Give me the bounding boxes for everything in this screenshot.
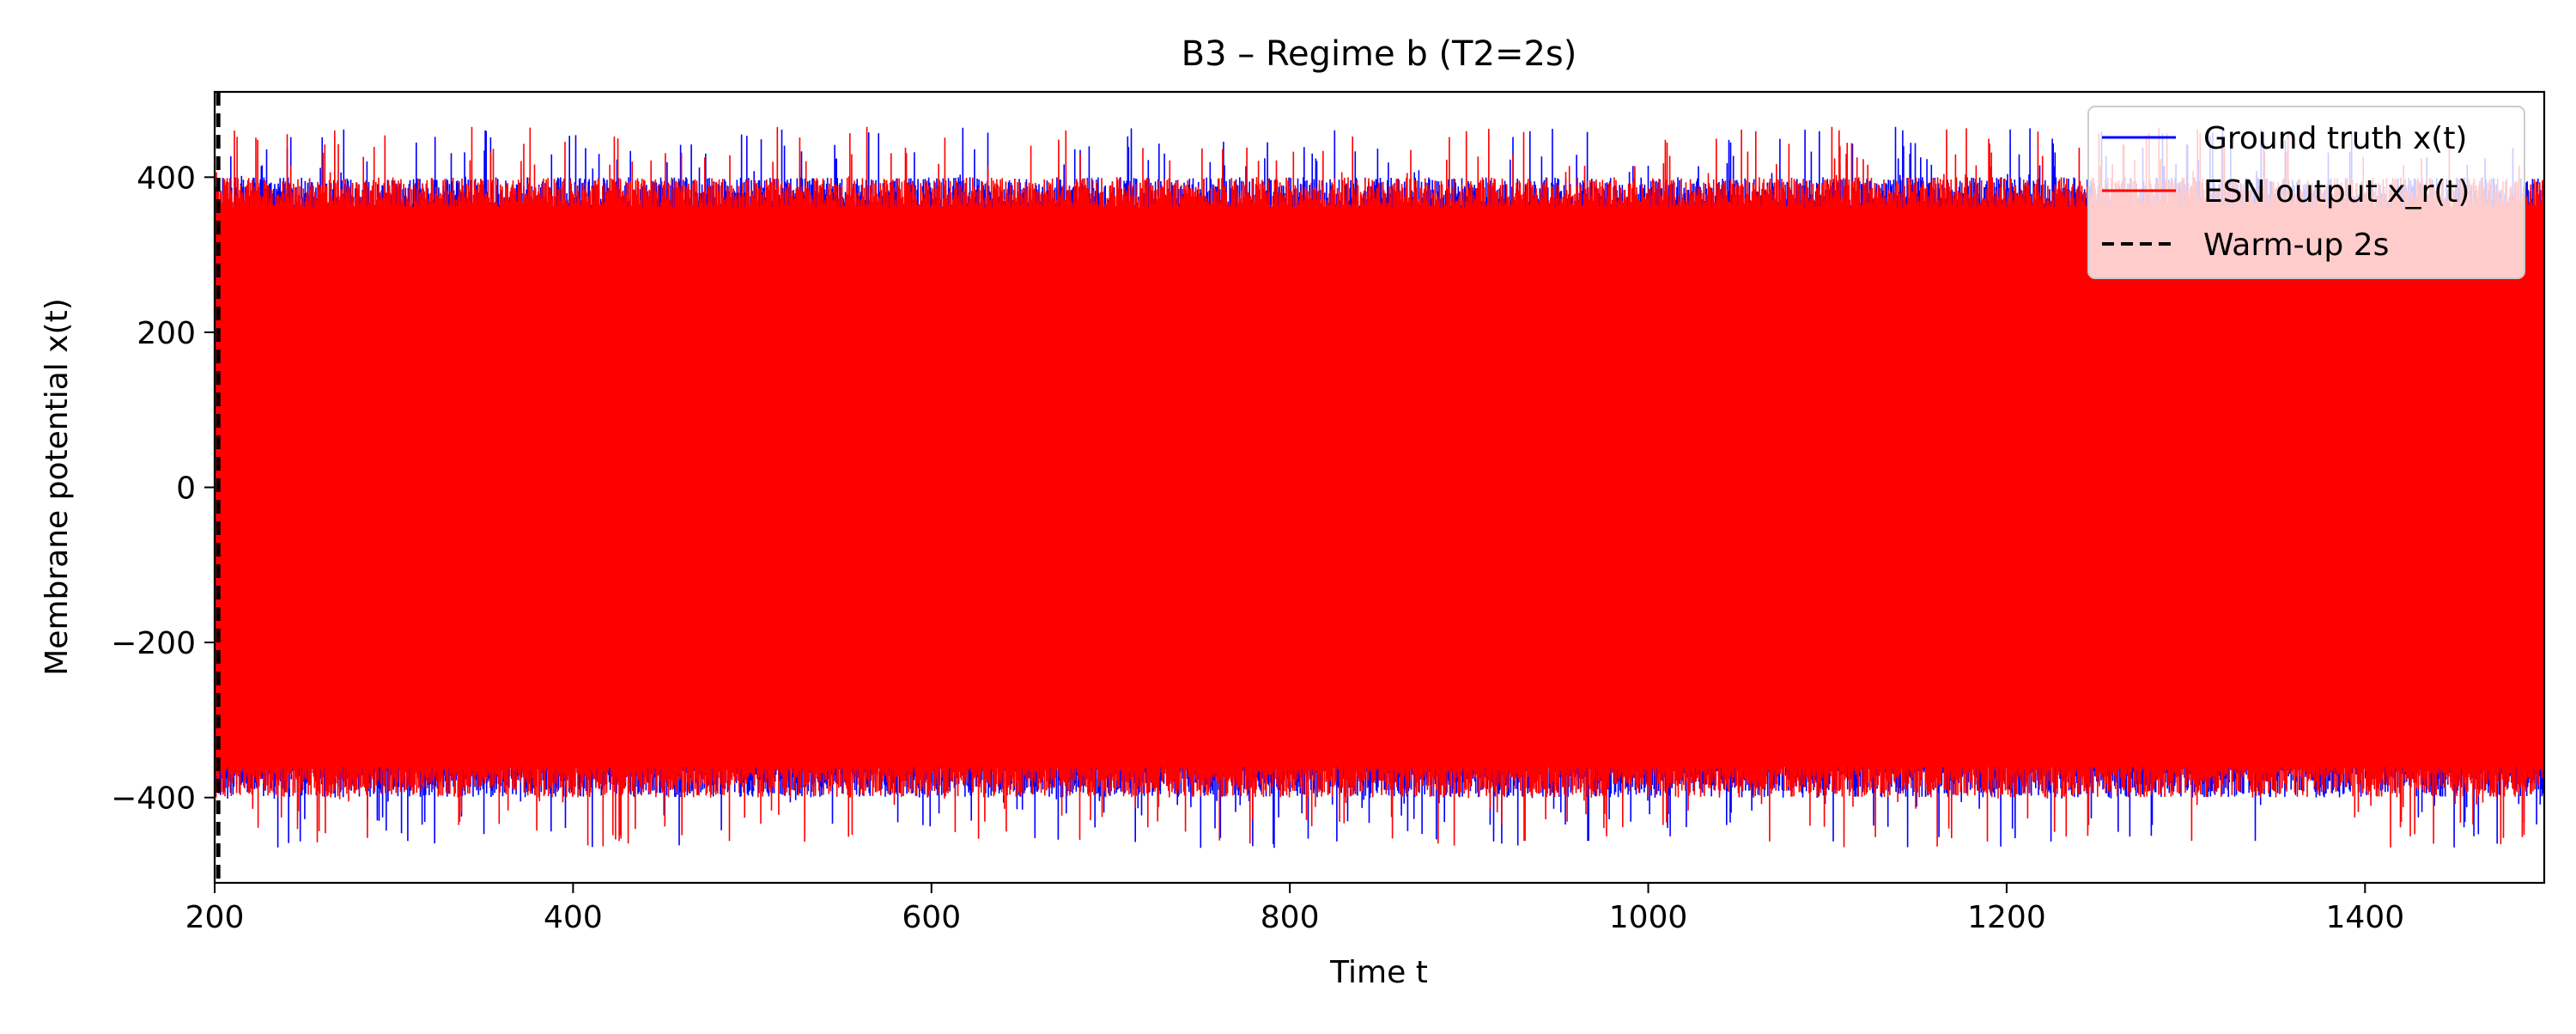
chart-title: B3 – Regime b (T2=2s) <box>1182 34 1577 74</box>
y-tick-label: 400 <box>137 161 196 196</box>
legend: Ground truth x(t) ESN output x_r(t) Warm… <box>2088 106 2524 278</box>
x-tick-label: 800 <box>1261 900 1320 935</box>
legend-label-esn-output: ESN output x_r(t) <box>2203 174 2470 210</box>
x-tick-label: 1000 <box>1609 900 1688 935</box>
y-tick-label: 0 <box>176 471 196 507</box>
y-tick-label: 200 <box>137 316 196 351</box>
x-tick-label: 400 <box>544 900 603 935</box>
legend-label-ground-truth: Ground truth x(t) <box>2203 121 2467 156</box>
legend-label-warm-up: Warm-up 2s <box>2203 228 2389 263</box>
x-tick-label: 200 <box>185 900 245 935</box>
x-axis-label: Time t <box>1329 955 1428 990</box>
y-tick-label: −200 <box>111 626 196 661</box>
y-tick-label: −400 <box>111 782 196 817</box>
x-tick-label: 1400 <box>2325 900 2404 935</box>
x-tick-label: 1200 <box>1967 900 2046 935</box>
x-tick-label: 600 <box>902 900 961 935</box>
y-axis-label: Membrane potential x(t) <box>39 298 75 676</box>
